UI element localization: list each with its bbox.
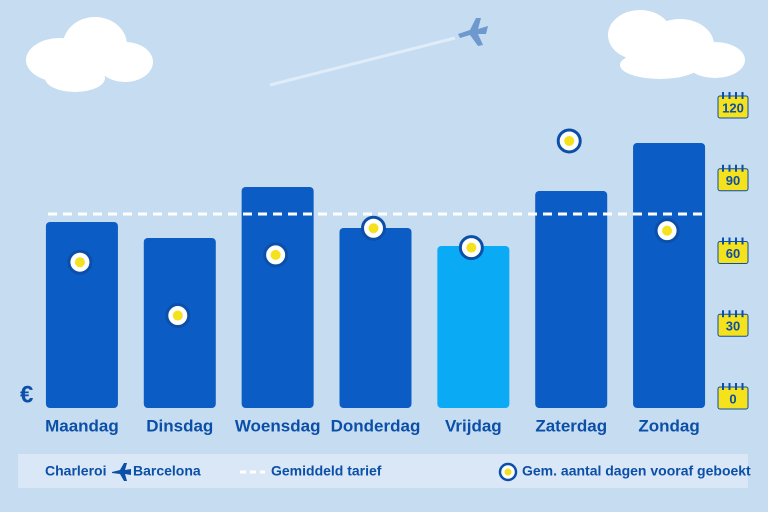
y2-tick-icon (717, 95, 749, 119)
y2-tick-label: 90 (726, 173, 740, 188)
dot-core (74, 257, 85, 268)
y2-tick-label: 30 (726, 319, 740, 334)
bar (437, 246, 510, 408)
legend-average: Gemiddeld tarief (271, 463, 382, 479)
dot-core (564, 135, 575, 146)
y2-tick-icon (717, 313, 749, 337)
cloud (608, 10, 745, 79)
x-tick-label: Zondag (638, 416, 699, 435)
contrail (269, 36, 456, 87)
bar (535, 191, 608, 408)
legend-dot-swatch-core (504, 468, 512, 476)
cloud (26, 17, 153, 92)
bar (45, 222, 118, 408)
y2-tick-label: 0 (729, 391, 736, 406)
dot-core (270, 249, 281, 260)
x-tick-label: Dinsdag (146, 416, 213, 435)
legend (18, 454, 748, 488)
route-to: Barcelona (133, 463, 201, 479)
y2-tick-label: 120 (722, 100, 744, 115)
plot: 0 30 60 90 120 Maandag Dinsdag Woensdag Donderda… (45, 92, 749, 435)
dot-core (172, 310, 183, 321)
x-tick-label: Donderdag (331, 416, 421, 435)
x-tick-label: Vrijdag (445, 416, 502, 435)
dot-core (368, 223, 379, 234)
legend-dots: Gem. aantal dagen vooraf geboekt (522, 463, 751, 479)
currency-label: € (20, 381, 33, 408)
bar (633, 143, 706, 408)
bar (241, 187, 314, 408)
x-tick-label: Maandag (45, 416, 119, 435)
dot-core (466, 242, 477, 253)
y2-tick-label: 60 (726, 246, 740, 261)
bar (339, 228, 412, 408)
y2-tick-icon (717, 168, 749, 192)
plane-icon (458, 18, 488, 46)
x-tick-label: Zaterdag (535, 416, 607, 435)
route-from: Charleroi (45, 463, 106, 479)
y2-tick-icon (717, 241, 749, 264)
x-tick-label: Woensdag (235, 416, 321, 435)
y2-tick-icon (717, 386, 749, 410)
dot-core (662, 225, 673, 236)
route-plane-icon (112, 463, 131, 481)
